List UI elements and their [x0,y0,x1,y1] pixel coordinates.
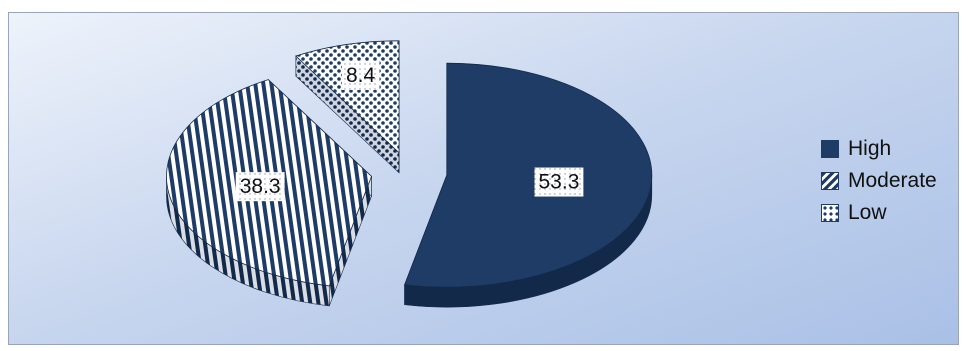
legend-swatch-moderate [821,172,839,190]
legend-label-low: Low [848,201,887,224]
data-label-text-moderate: 38.3 [240,175,281,198]
legend-swatch-high [821,140,839,158]
legend-item-moderate: Moderate [821,165,937,197]
chart-legend: High Moderate Low [821,133,937,229]
chart-frame: 53.3 38.3 8.4 High Moderate Low [8,12,959,345]
pie-slice-moderate [166,78,372,307]
data-label-text-low: 8.4 [346,64,376,87]
data-label-box-high [534,167,584,197]
data-label-moderate: 38.3 [235,172,285,202]
data-label-high: 53.3 [534,167,584,197]
pie-chart: 53.3 38.3 8.4 [166,40,653,308]
data-label-text-high: 53.3 [539,171,580,194]
pie-slice-high [404,62,653,308]
legend-item-low: Low [821,197,937,229]
legend-label-high: High [848,137,892,160]
pie-slice-top-high [404,62,653,288]
data-label-low: 8.4 [341,60,380,90]
data-label-box-low [341,60,380,90]
legend-swatch-low [821,204,839,222]
data-label-box-moderate [235,172,285,202]
legend-item-high: High [821,133,937,165]
legend-label-moderate: Moderate [848,169,937,192]
